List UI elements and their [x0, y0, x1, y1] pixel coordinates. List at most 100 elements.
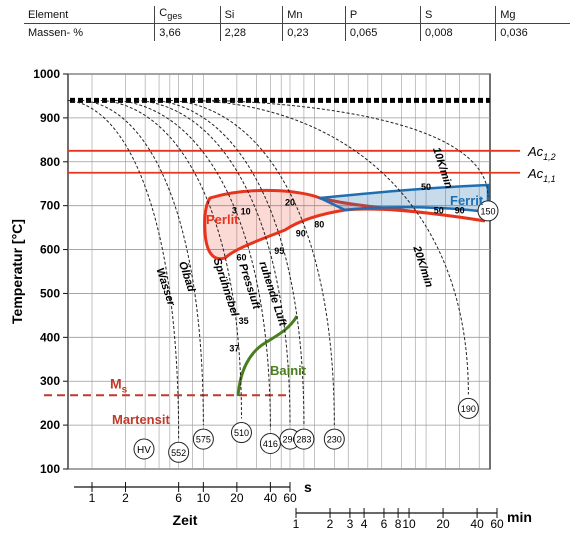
y-tick-label: 100	[40, 462, 60, 476]
seconds-tick-label: 40	[264, 491, 278, 505]
minutes-tick-label: 20	[436, 517, 450, 531]
y-tick-label: 200	[40, 418, 60, 432]
cooling-curve-label: Ölbad	[176, 260, 198, 294]
hardness-label: 510	[234, 428, 249, 438]
value-sulfur: 0,008	[420, 23, 496, 41]
cooling-curve	[100, 99, 242, 419]
cooling-curve	[136, 99, 291, 426]
x-axis-label: Zeit	[173, 512, 198, 528]
bainit-curve	[236, 315, 299, 397]
hardness-marker	[192, 428, 214, 450]
transformation-annotation: 37	[229, 343, 239, 353]
minutes-tick-label: 8	[395, 517, 402, 531]
hardness-marker	[230, 422, 252, 444]
transformation-annotation: 35	[239, 316, 249, 326]
value-phosphorus: 0,065	[344, 23, 421, 41]
y-tick-label: 800	[40, 155, 60, 169]
region-label: Martensit	[112, 412, 170, 427]
hardness-marker	[168, 441, 190, 463]
y-tick-label: 500	[40, 286, 60, 300]
hardness-marker	[477, 200, 499, 222]
minutes-unit-label: min	[507, 509, 532, 525]
hardness-label: 552	[171, 448, 186, 458]
seconds-unit-label: s	[304, 479, 312, 495]
cooling-curve	[114, 99, 271, 430]
hardness-label: 575	[196, 435, 211, 445]
y-tick-label: 600	[40, 243, 60, 257]
transformation-annotation: 90	[455, 206, 465, 216]
transformation-annotation: 80	[314, 220, 324, 230]
minutes-tick-label: 3	[347, 517, 354, 531]
hardness-label: 190	[461, 404, 476, 414]
transformation-annotation: 95	[274, 246, 284, 256]
cooling-curve	[212, 99, 489, 197]
transformation-annotation: 20	[285, 198, 295, 208]
composition-value-row: Massen- % 3,66 2,28 0,23 0,065 0,008 0,0…	[24, 23, 570, 41]
hv-legend-label: HV	[137, 445, 151, 456]
value-manganese: 0,23	[282, 23, 346, 41]
composition-header-row: Element Cges Si Mn P S Mg	[24, 6, 570, 24]
value-silicon: 2,28	[219, 23, 283, 41]
region-label: Ferrit	[450, 193, 484, 208]
ms-label: Ms	[110, 375, 128, 395]
hv-legend-marker	[133, 438, 155, 460]
cooling-curve-label: Sprühnebel	[210, 257, 240, 319]
minutes-tick-label: 1	[293, 517, 300, 531]
header-phosphorus: P	[344, 6, 421, 24]
minutes-tick-label: 2	[327, 517, 334, 531]
region-label: Perlit	[206, 212, 239, 227]
ac-label: Ac1,1	[527, 166, 556, 184]
cooling-curve	[192, 99, 469, 395]
header-magnesium: Mg	[495, 6, 570, 24]
header-silicon: Si	[219, 6, 283, 24]
ac-label: Ac1,2	[527, 144, 556, 162]
hardness-label: 416	[263, 439, 278, 449]
seconds-tick-label: 1	[89, 491, 96, 505]
transformation-annotation: 3	[232, 206, 237, 216]
cooling-curve	[67, 99, 180, 439]
transformation-annotation: 50	[434, 206, 444, 216]
value-carbon: 3,66	[154, 23, 221, 41]
hardness-marker	[259, 433, 281, 454]
cooling-curve	[169, 99, 335, 426]
y-tick-label: 1000	[33, 67, 60, 81]
header-element: Element	[24, 6, 155, 24]
seconds-tick-label: 60	[283, 491, 297, 505]
hardness-label: 150	[480, 206, 495, 216]
y-tick-label: 700	[40, 199, 60, 213]
header-manganese: Mn	[282, 6, 346, 24]
cooling-curve	[81, 99, 204, 426]
minutes-tick-label: 40	[470, 517, 484, 531]
seconds-tick-label: 6	[175, 491, 182, 505]
hardness-marker	[293, 428, 315, 450]
transformation-annotation: 60	[236, 253, 246, 263]
hardness-label: 290	[282, 435, 297, 445]
ferrit-region	[315, 183, 490, 214]
y-tick-label: 400	[40, 330, 60, 344]
transformation-annotation: 50	[421, 182, 431, 192]
minutes-tick-label: 60	[490, 517, 504, 531]
cooling-curve-label: Wasser	[154, 267, 178, 308]
seconds-tick-label: 10	[197, 491, 211, 505]
y-axis-label: Temperatur [°C]	[9, 219, 25, 324]
value-magnesium: 0,036	[495, 23, 570, 41]
cooling-curve-label: ruhende Luft	[256, 260, 289, 329]
seconds-tick-label: 20	[230, 491, 244, 505]
header-sulfur: S	[420, 6, 496, 24]
minutes-tick-label: 4	[361, 517, 368, 531]
hardness-label: 283	[296, 435, 311, 445]
hardness-marker	[323, 428, 345, 450]
y-tick-label: 300	[40, 374, 60, 388]
header-carbon: Cges	[154, 6, 221, 24]
hardness-marker	[457, 397, 479, 419]
minutes-tick-label: 10	[402, 517, 416, 531]
y-tick-label: 900	[40, 111, 60, 125]
minutes-tick-label: 6	[381, 517, 388, 531]
seconds-tick-label: 2	[122, 491, 129, 505]
transformation-annotation: 10	[241, 206, 251, 216]
carbon-subscript: ges	[167, 11, 183, 22]
hardness-label: 230	[327, 435, 342, 445]
transformation-annotation: 90	[296, 228, 306, 238]
cooling-curve-label: 10K/min	[430, 146, 455, 191]
region-label: Bainit	[270, 363, 307, 378]
